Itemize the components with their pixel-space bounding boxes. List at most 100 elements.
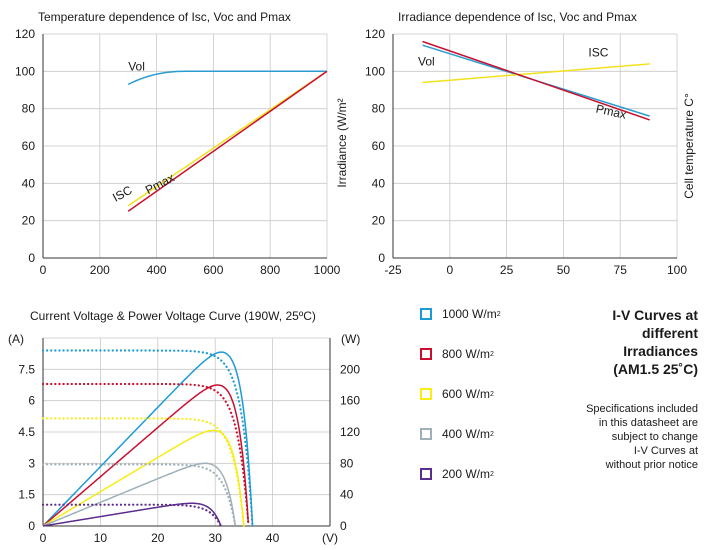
- chart3-grid: [42, 337, 331, 527]
- iv-title-line-2: different: [642, 325, 698, 341]
- chart2-grid: [392, 33, 678, 259]
- chart2-y-label-right: Cell temperature C°: [682, 93, 696, 199]
- chart3-y-tick: 1.5: [18, 488, 35, 502]
- chart2-x-tick: 50: [557, 263, 571, 277]
- legend-swatch-800: [420, 348, 432, 360]
- chart1-y-tick: 80: [22, 102, 36, 116]
- chart1-x-tick: 0: [40, 263, 47, 277]
- note-line-1: Specifications included: [586, 403, 698, 415]
- chart2-y-tick: 100: [365, 64, 385, 78]
- chart3-iv-curve-400: [41, 463, 237, 528]
- legend-item-200: 200 W/m 2: [420, 464, 494, 484]
- legend-sup-200: 2: [490, 470, 494, 478]
- chart2-label-vol: Vol: [418, 55, 435, 69]
- chart2-x-tick: 0: [446, 263, 453, 277]
- legend-item-800: 800 W/m 2: [420, 344, 494, 364]
- legend-swatch-1000: [420, 308, 432, 320]
- chart3-y-label: (A): [8, 332, 24, 346]
- chart1-y-tick: 60: [22, 139, 36, 153]
- chart1-x-tick: 800: [260, 263, 280, 277]
- chart3-y-tick: 6: [28, 394, 35, 408]
- chart2-y-tick: 80: [372, 102, 386, 116]
- iv-title-line-4: (AM1.5 25˚C): [613, 361, 698, 377]
- chart3-y-tick: 7.5: [18, 362, 35, 376]
- legend-label-600: 600 W/m: [442, 387, 491, 401]
- chart3-pv-curve-600: [42, 429, 245, 527]
- iv-curves-title: I-V Curves at different Irradiances (AM1…: [548, 306, 698, 378]
- chart1-x-tick: 200: [90, 263, 110, 277]
- chart2-series-isc: [422, 63, 650, 84]
- chart3-pv-curve-800: [42, 384, 249, 527]
- legend-item-600: 600 W/m 2: [420, 384, 494, 404]
- legend-item-1000: 1000 W/m 2: [420, 304, 501, 324]
- chart3-y-tick: 4.5: [18, 425, 35, 439]
- chart3-y-tick: 3: [28, 456, 35, 470]
- chart3-x-tick: 0: [40, 531, 47, 545]
- chart3-iv-curve-1000: [41, 349, 254, 528]
- chart3-title: Current Voltage & Power Voltage Curve (1…: [30, 309, 316, 323]
- legend-label-200: 200 W/m: [442, 467, 491, 481]
- chart2-label-pmax: Pmax: [595, 102, 628, 122]
- chart3-iv-curve-200: [41, 503, 222, 528]
- chart2-y-label: Irradiance (W/m²: [335, 98, 349, 187]
- chart3-y2-tick: 80: [340, 456, 354, 470]
- chart1-grid: [42, 33, 328, 259]
- legend-swatch-400: [420, 428, 432, 440]
- chart2-x-tick: -25: [384, 263, 402, 277]
- chart3-y2-tick: 200: [340, 362, 360, 376]
- chart1-x-tick: 600: [203, 263, 223, 277]
- chart1-series-pmax: [127, 70, 328, 212]
- chart3-x-tick: 30: [209, 531, 223, 545]
- chart2-label-isc: ISC: [588, 45, 608, 59]
- chart3-x-label: (V): [322, 531, 338, 545]
- chart1-label-pmax: Pmax: [143, 170, 177, 197]
- chart1-y-tick: 40: [22, 176, 36, 190]
- chart1-title: Temperature dependence of Isc, Voc and P…: [38, 10, 291, 24]
- chart1-y-tick: 120: [15, 27, 35, 41]
- chart3-pv-curve-200: [42, 502, 222, 527]
- chart3-y2-tick: 160: [340, 394, 360, 408]
- chart2-y-tick: 60: [372, 139, 386, 153]
- chart2-x-tick: 75: [614, 263, 628, 277]
- chart3-y2-label: (W): [341, 332, 360, 346]
- chart3-y2-tick: 40: [340, 488, 354, 502]
- iv-title-line-1: I-V Curves at: [612, 307, 698, 323]
- chart3-pv-curve-1000: [42, 351, 254, 527]
- legend-label-1000: 1000 W/m: [442, 307, 497, 321]
- chart3-y-tick: 0: [28, 519, 35, 533]
- chart1-label-vol: Vol: [128, 59, 145, 73]
- specifications-note: Specifications included in this datashee…: [548, 402, 698, 472]
- note-line-3: subject to change: [611, 431, 698, 443]
- chart1-y-tick: 20: [22, 214, 36, 228]
- chart2-x-tick: 100: [667, 263, 687, 277]
- chart2-y-tick: 120: [365, 27, 385, 41]
- chart1-x-tick: 400: [147, 263, 167, 277]
- chart1-series-vol: [127, 70, 327, 86]
- legend-item-400: 400 W/m 2: [420, 424, 494, 444]
- legend-label-400: 400 W/m: [442, 427, 491, 441]
- chart1-y-tick: 100: [15, 64, 35, 78]
- legend-sup-400: 2: [490, 430, 494, 438]
- iv-title-line-3: Irradiances: [623, 343, 698, 359]
- note-line-4: I-V Curves at: [633, 445, 698, 457]
- legend-label-800: 800 W/m: [442, 347, 491, 361]
- chart2-y-tick: 20: [372, 214, 386, 228]
- note-line-2: in this datasheet are: [598, 417, 698, 429]
- legend-sup-600: 2: [490, 390, 494, 398]
- chart3-x-tick: 10: [94, 531, 108, 545]
- chart3-x-tick: 20: [151, 531, 165, 545]
- chart1-series-isc: [127, 70, 328, 207]
- note-line-5: without prior notice: [605, 459, 698, 471]
- legend-swatch-600: [420, 388, 432, 400]
- chart3-x-tick: 40: [266, 531, 280, 545]
- chart2-title: Irradiance dependence of Isc, Voc and Pm…: [398, 10, 637, 24]
- chart3-pv-curve-400: [42, 462, 237, 527]
- chart1-y-tick: 0: [28, 251, 35, 265]
- chart2-y-tick: 40: [372, 176, 386, 190]
- chart2-y-tick: 0: [378, 251, 385, 265]
- chart1-label-isc: ISC: [110, 183, 135, 205]
- legend-swatch-200: [420, 468, 432, 480]
- chart3-iv-curve-600: [41, 417, 245, 528]
- chart2-series-pmax: [422, 40, 650, 121]
